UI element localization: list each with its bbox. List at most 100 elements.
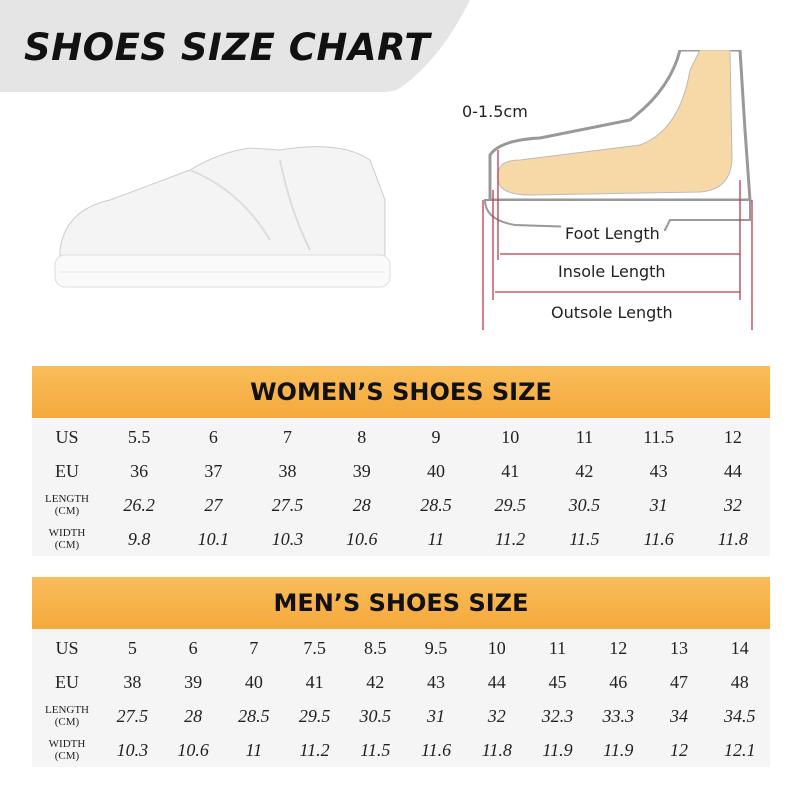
table-cell: 11.6 [643, 528, 674, 549]
table-cell: 5 [127, 637, 137, 658]
table-cell: 32 [487, 705, 506, 726]
row-label: LENGTH (CM) [45, 493, 89, 517]
table-cell: 12 [723, 426, 742, 447]
table-cell: 41 [305, 671, 324, 692]
table-cell: 11 [548, 637, 567, 658]
table-cell: 7.5 [303, 637, 326, 658]
table-cell: 11.2 [299, 739, 330, 760]
table-cell: 31 [649, 494, 668, 515]
table-cell: 40 [244, 671, 263, 692]
table-cell: 32 [723, 494, 742, 515]
row-label: WIDTH (CM) [48, 527, 86, 551]
table-cell: 29.5 [494, 494, 526, 515]
table-cell: 10 [501, 426, 520, 447]
table-cell: 46 [609, 671, 628, 692]
table-cell: 12 [609, 637, 628, 658]
table-cell: 10 [487, 637, 506, 658]
table-cell: 11.8 [481, 739, 512, 760]
women-table-title: WOMEN’S SHOES SIZE [32, 366, 770, 418]
table-cell: 43 [649, 460, 668, 481]
table-cell: 10.3 [271, 528, 304, 549]
table-row: WIDTH (CM) 9.8 10.1 10.3 10.6 11 11.2 11.5 11.6 11… [32, 522, 770, 556]
row-label: EU [55, 460, 79, 481]
table-cell: 11.9 [603, 739, 634, 760]
table-cell: 44 [723, 460, 742, 481]
table-cell: 11.5 [643, 426, 675, 447]
table-cell: 37 [204, 460, 223, 481]
table-cell: 11 [575, 426, 594, 447]
table-cell: 32.3 [541, 705, 574, 726]
men-table-title: MEN’S SHOES SIZE [32, 577, 770, 629]
table-cell: 38 [123, 671, 142, 692]
outsole-length-label: Outsole Length [547, 303, 677, 322]
foot-length-label: Foot Length [561, 224, 664, 243]
table-cell: 42 [366, 671, 385, 692]
table-cell: 31 [427, 705, 446, 726]
row-label: US [55, 426, 79, 447]
table-row: US 5 6 7 7.5 8.5 9.5 10 11 12 13 14 [32, 631, 770, 665]
table-cell: 48 [730, 671, 749, 692]
insole-length-label: Insole Length [554, 262, 670, 281]
table-cell: 42 [575, 460, 594, 481]
table-cell: 10.6 [177, 739, 209, 760]
table-cell: 12.1 [723, 739, 756, 760]
table-cell: 45 [548, 671, 567, 692]
table-cell: 7 [283, 426, 293, 447]
table-cell: 28.5 [238, 705, 270, 726]
row-label: US [55, 637, 79, 658]
table-cell: 11.6 [420, 739, 452, 760]
table-row: LENGTH (CM) 27.5 28 28.5 29.5 30.5 31 32 32.3 33.3… [32, 699, 770, 733]
table-cell: 26.2 [123, 494, 155, 515]
table-cell: 39 [352, 460, 371, 481]
table-cell: 33.3 [602, 705, 634, 726]
row-label: EU [55, 671, 79, 692]
table-row: EU 38 39 40 41 42 43 44 45 46 47 48 [32, 665, 770, 699]
table-cell: 7 [249, 637, 259, 658]
table-cell: 14 [730, 637, 749, 658]
table-cell: 11.8 [717, 528, 748, 549]
table-cell: 11 [427, 528, 445, 549]
table-cell: 11 [245, 739, 263, 760]
sneaker-image [54, 146, 391, 288]
table-row: US 5.5 6 7 8 9 10 11 11.5 12 [32, 420, 770, 454]
table-cell: 10.1 [197, 528, 230, 549]
table-cell: 27.5 [271, 494, 304, 515]
table-row: LENGTH (CM) 26.2 27 27.5 28 28.5 29.5 30.5 31 32 [32, 488, 770, 522]
table-cell: 13 [669, 637, 688, 658]
table-cell: 9.8 [127, 528, 151, 549]
table-cell: 27.5 [116, 705, 149, 726]
table-cell: 10.3 [116, 739, 149, 760]
table-cell: 29.5 [298, 705, 331, 726]
table-cell: 40 [426, 460, 445, 481]
page-title: SHOES SIZE CHART [24, 26, 431, 69]
table-cell: 47 [669, 671, 688, 692]
table-row: WIDTH (CM) 10.3 10.6 11 11.2 11.5 11.6 11.8 11.9 1… [32, 733, 770, 767]
table-cell: 8 [357, 426, 367, 447]
table-cell: 30.5 [359, 705, 392, 726]
table-cell: 41 [501, 460, 520, 481]
table-cell: 27 [204, 494, 223, 515]
table-cell: 8.5 [364, 637, 387, 658]
toe-gap-label: 0-1.5cm [458, 102, 532, 121]
table-cell: 11.9 [542, 739, 573, 760]
table-cell: 39 [184, 671, 203, 692]
table-cell: 28 [352, 494, 371, 515]
table-cell: 6 [188, 637, 198, 658]
row-label: LENGTH (CM) [45, 704, 89, 728]
foot-measurement-diagram [482, 50, 753, 330]
table-cell: 38 [278, 460, 297, 481]
table-cell: 9 [431, 426, 441, 447]
table-cell: 11.5 [569, 528, 600, 549]
table-cell: 30.5 [568, 494, 601, 515]
table-cell: 28 [184, 705, 203, 726]
men-size-table: MEN’S SHOES SIZE US 5 6 7 7.5 8.5 9.5 10 11 12 13 1… [32, 577, 770, 767]
row-label: WIDTH (CM) [48, 738, 86, 762]
table-cell: 11.2 [495, 528, 526, 549]
table-cell: 9.5 [424, 637, 448, 658]
table-cell: 10.6 [346, 528, 378, 549]
table-row: EU 36 37 38 39 40 41 42 43 44 [32, 454, 770, 488]
table-cell: 34 [669, 705, 688, 726]
table-cell: 11.5 [360, 739, 391, 760]
table-cell: 36 [130, 460, 149, 481]
table-cell: 34.5 [723, 705, 756, 726]
